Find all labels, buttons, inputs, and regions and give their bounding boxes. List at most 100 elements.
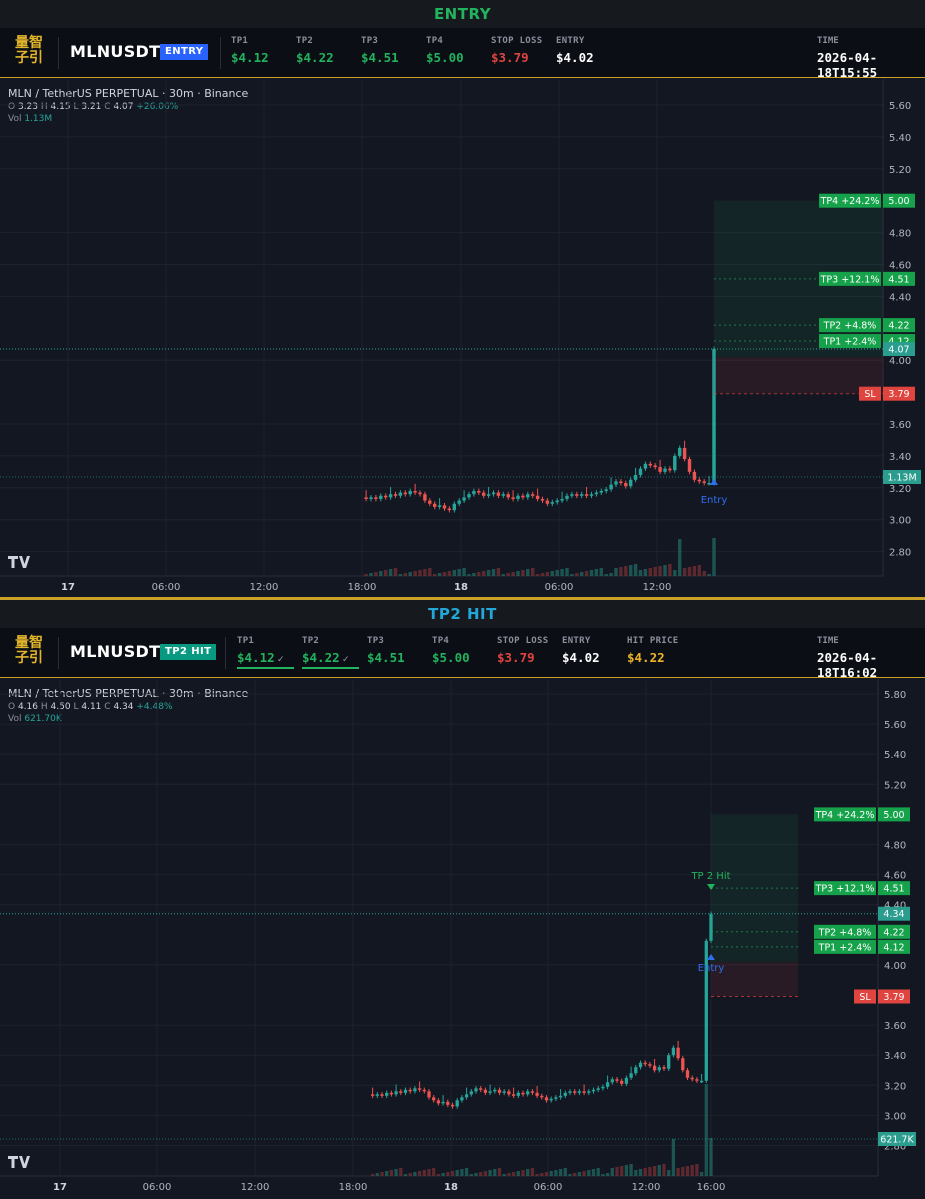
price-tag-label: 5.00 xyxy=(888,196,909,207)
candle-body xyxy=(681,1058,685,1071)
volume-bar xyxy=(707,574,711,576)
volume-bar xyxy=(496,568,501,576)
volume-bar xyxy=(540,1173,544,1176)
volume-bar xyxy=(521,570,525,576)
volume-bar xyxy=(398,574,403,576)
volume-bar xyxy=(699,1172,704,1176)
level-stop-loss: STOP LOSS $3.79 xyxy=(497,636,549,665)
price-tick-label: 5.20 xyxy=(884,780,906,791)
time-tick-label: 16:00 xyxy=(697,1182,726,1193)
volume-bar xyxy=(594,569,599,576)
volume-bar xyxy=(643,1168,647,1176)
last-price-label: 4.34 xyxy=(883,909,904,920)
candle-body xyxy=(418,492,422,495)
volume-tag-label: 621.7K xyxy=(880,1135,914,1146)
tp-hit-arrow-icon xyxy=(707,884,715,890)
volume-bar xyxy=(634,1170,638,1176)
volume-bar xyxy=(587,1170,591,1176)
target-tag xyxy=(819,334,881,349)
tradingview-logo xyxy=(8,556,30,568)
volume-bar xyxy=(579,572,584,576)
candle-body xyxy=(511,497,515,499)
candle-body xyxy=(389,1092,394,1095)
tag-label: TP4 +24.2% xyxy=(820,196,880,207)
candle-body xyxy=(643,463,648,469)
candle-body xyxy=(385,1092,389,1096)
volume-bar xyxy=(477,572,481,576)
time-tick-label: 18:00 xyxy=(348,582,377,593)
volume-bar xyxy=(511,1172,516,1176)
volume-bar xyxy=(712,538,716,576)
volume-tag xyxy=(878,1132,916,1146)
volume-bar xyxy=(374,572,378,576)
price-tick-label: 3.20 xyxy=(889,484,911,495)
volume-bar xyxy=(668,564,672,576)
candle-body xyxy=(413,1088,417,1092)
target-tag xyxy=(819,318,881,333)
volume-bar xyxy=(428,568,432,576)
volume-bar xyxy=(575,573,579,576)
candle-body xyxy=(619,481,623,484)
volume-bar xyxy=(511,572,515,576)
volume-bar xyxy=(560,569,564,576)
volume-bar xyxy=(427,1169,431,1176)
level-hit-price: HIT PRICE $4.22 xyxy=(627,636,679,665)
volume-bar xyxy=(657,1165,661,1176)
volume-readout: Vol 621.70K xyxy=(8,714,62,724)
volume-bar xyxy=(695,1164,699,1176)
volume-bar xyxy=(619,567,623,576)
candle-body xyxy=(432,1097,436,1101)
volume-bar xyxy=(403,573,408,576)
candle-body xyxy=(695,1079,699,1081)
volume-bar xyxy=(418,570,422,576)
volume-bar xyxy=(467,574,471,576)
price-chart[interactable]: MLN / TetherUS PERPETUAL · 30m · Binance… xyxy=(0,79,925,595)
candle-body xyxy=(692,471,697,480)
tag-label: SL xyxy=(859,992,871,1003)
price-chart[interactable]: MLN / TetherUS PERPETUAL · 30m · Binance… xyxy=(0,679,925,1199)
volume-bar xyxy=(610,1168,614,1176)
signal-header: 量智 子引 MLNUSDT TP2 HIT TP1 $4.12 ✓ TP2 $4.22 ✓… xyxy=(0,628,925,680)
volume-bar xyxy=(596,1168,600,1176)
entry-marker-label: Entry xyxy=(701,495,728,506)
volume-bar xyxy=(549,1171,553,1176)
price-tag-label: 3.79 xyxy=(883,992,904,1003)
volume-bar xyxy=(540,573,545,576)
price-tag-label: 3.79 xyxy=(888,389,909,400)
candle-body xyxy=(673,455,677,471)
volume-bar xyxy=(609,573,613,576)
price-tag xyxy=(878,881,910,896)
candle-body xyxy=(565,495,569,499)
candle-body xyxy=(375,1094,379,1096)
volume-bar xyxy=(554,1170,558,1176)
candle-body xyxy=(374,497,378,499)
price-tag xyxy=(878,989,910,1004)
candle-body xyxy=(554,1097,558,1099)
volume-bar xyxy=(507,1173,511,1176)
volume-bar xyxy=(441,1173,445,1176)
level-tp2: TP2 $4.22 xyxy=(296,36,334,65)
volume-bar xyxy=(483,1171,488,1176)
symbol-name: MLNUSDT xyxy=(70,642,161,661)
volume-bar xyxy=(638,1169,643,1176)
time-tick-label: 17 xyxy=(61,582,75,593)
volume-bar xyxy=(629,1164,633,1176)
volume-bar xyxy=(662,1164,666,1176)
time-tick-label: 06:00 xyxy=(545,582,574,593)
time-tick-label: 12:00 xyxy=(632,1182,661,1193)
chart-canvas[interactable]: 5.60 5.40 5.20 4.80 4.60 4.40 4.00 3.60 3.40 3.20… xyxy=(0,79,925,595)
volume-bar xyxy=(624,1165,629,1176)
time-tick-label: 18 xyxy=(444,1182,458,1193)
price-tag xyxy=(883,386,915,401)
price-tag-label: 5.00 xyxy=(883,810,904,821)
price-tick-label: 4.60 xyxy=(884,871,906,882)
chart-canvas[interactable]: 5.80 5.60 5.40 5.20 4.80 4.60 4.40 4.00 3.60 3.40… xyxy=(0,679,925,1199)
candle-body xyxy=(428,500,432,504)
candle-body xyxy=(555,500,559,503)
volume-bar xyxy=(423,569,427,576)
candle-body xyxy=(423,494,427,501)
candle-body xyxy=(474,1088,478,1092)
status-badge: TP2 HIT xyxy=(160,644,217,660)
volume-bar xyxy=(393,568,398,576)
candle-body xyxy=(521,495,525,498)
